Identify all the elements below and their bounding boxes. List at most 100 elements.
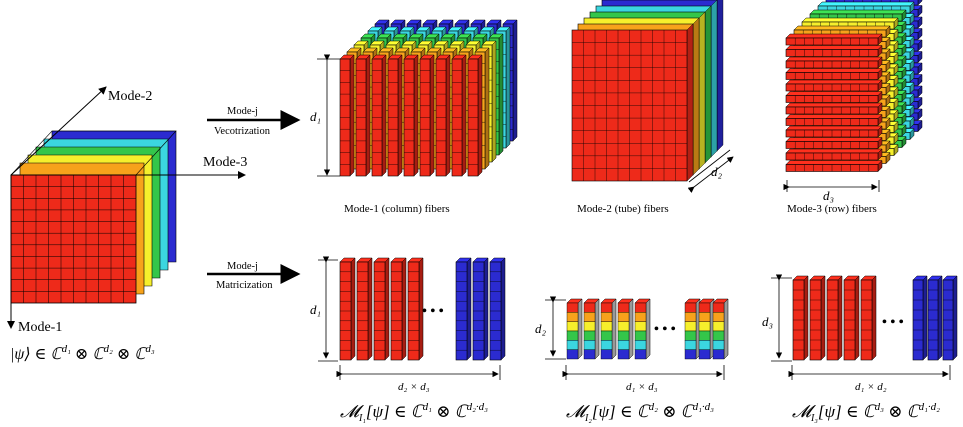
- fiber: [467, 54, 483, 177]
- tensor-formula: |ψ⟩ ∈ ℂd₁ ⊗ ℂd₂ ⊗ ℂd₃: [10, 343, 155, 363]
- tube-layer-side: [698, 11, 706, 170]
- fiber: [912, 275, 928, 361]
- fiber: [403, 54, 419, 177]
- fiber: [817, 1, 915, 14]
- fiber: [698, 298, 715, 360]
- fiber: [942, 275, 958, 361]
- mode2-label: Mode-2: [108, 89, 152, 104]
- mode1-caption: Mode-1 (column) fibers: [344, 203, 450, 215]
- mode3-d3-dimension: [783, 180, 880, 192]
- mode1-matricization: [339, 257, 506, 361]
- tube-layer-side: [704, 5, 712, 164]
- matricization-arrow: Mode-j Matricization: [207, 261, 301, 291]
- mode3-caption: Mode-3 (row) fibers: [787, 203, 877, 215]
- mode2-matricization: [566, 298, 729, 360]
- fiber: [472, 257, 489, 361]
- fiber: [419, 54, 435, 177]
- m3-formula: 𝓜I₃[ψ] ∈ ℂd₃ ⊗ ℂd₁·d₂: [792, 401, 940, 424]
- fiber: [785, 148, 883, 161]
- tensor-cube: [10, 130, 177, 304]
- mode1-d1-label: d₁: [310, 109, 321, 124]
- fiber: [339, 54, 355, 177]
- fiber: [489, 257, 506, 361]
- m3-width-label: d₁ × d₂: [855, 381, 887, 393]
- mode2-d2-label: d₂: [711, 164, 723, 179]
- mode3-d3-label: d₃: [823, 188, 834, 203]
- fiber: [860, 275, 877, 361]
- mode1-label: Mode-1: [18, 320, 62, 335]
- m1-formula: 𝓜I₁[ψ] ∈ ℂd₁ ⊗ ℂd₂·d₃: [340, 401, 488, 424]
- fiber: [356, 257, 373, 361]
- cube-grid: [10, 130, 177, 303]
- fiber: [435, 54, 451, 177]
- fiber: [339, 257, 356, 361]
- fiber: [371, 54, 387, 177]
- fiber: [785, 159, 883, 173]
- m2-width-dimension: [562, 365, 725, 380]
- fiber: [451, 54, 467, 177]
- tube-layer-side: [710, 0, 718, 158]
- fiber: [785, 113, 883, 127]
- matricization-arrow-top: Mode-j: [227, 261, 258, 272]
- fiber: [826, 275, 843, 361]
- mode3-matricization: [792, 275, 958, 361]
- mode3-fibers-block: [785, 0, 923, 173]
- m1-width-dimension: [336, 365, 501, 380]
- mode1-fibers-block: [339, 19, 518, 177]
- m2-ellipsis: • • •: [654, 322, 676, 337]
- m3-d3-dimension: [771, 274, 792, 362]
- vectorization-arrow: Mode-j Vecotrization: [207, 106, 301, 137]
- tube-layer-side: [692, 17, 700, 176]
- fiber: [843, 275, 860, 361]
- vectorization-arrow-bottom: Vecotrization: [214, 126, 271, 137]
- fiber: [355, 54, 371, 177]
- m3-width-dimension: [788, 365, 951, 380]
- mode2-d2-dimension: [687, 149, 734, 193]
- fiber: [792, 275, 809, 361]
- fiber: [407, 257, 424, 361]
- mode2-axis: [10, 86, 107, 176]
- m1-ellipsis: • • •: [422, 304, 444, 319]
- fiber: [927, 275, 943, 361]
- fiber: [809, 275, 826, 361]
- fiber: [566, 298, 583, 360]
- m2-formula: 𝓜I₂[ψ] ∈ ℂd₂ ⊗ ℂd₁·d₃: [566, 401, 714, 424]
- fiber: [600, 298, 617, 360]
- fiber: [455, 257, 472, 361]
- m1-width-label: d₂ × d₃: [398, 381, 430, 393]
- fiber: [390, 257, 407, 361]
- m3-d3-label: d₃: [762, 314, 773, 329]
- fiber: [684, 298, 701, 360]
- fiber: [785, 90, 883, 104]
- fiber: [785, 33, 883, 46]
- fiber: [785, 136, 883, 150]
- fiber: [785, 56, 883, 69]
- mode3-label: Mode-3: [203, 155, 247, 170]
- fiber: [712, 298, 729, 360]
- tube-layer-side: [686, 23, 694, 182]
- matricization-arrow-bottom: Matricization: [216, 280, 273, 291]
- m1-d1-dimension: [318, 256, 338, 362]
- mode1-d1-dimension: [317, 54, 340, 177]
- fiber: [793, 25, 891, 38]
- mode2-caption: Mode-2 (tube) fibers: [577, 203, 669, 215]
- mode-axes: [7, 86, 246, 329]
- tube-layer-side: [716, 0, 724, 152]
- fiber: [785, 125, 883, 138]
- fiber: [373, 257, 390, 361]
- fiber: [583, 298, 600, 360]
- fiber: [785, 79, 883, 92]
- fiber: [785, 44, 883, 58]
- m3-ellipsis: • • •: [882, 315, 904, 330]
- fiber: [387, 54, 403, 177]
- m2-d2-dimension: [545, 296, 566, 360]
- m2-width-label: d₁ × d₃: [626, 381, 658, 393]
- fiber: [617, 298, 634, 360]
- vectorization-arrow-top: Mode-j: [227, 106, 258, 117]
- fiber: [785, 67, 883, 81]
- m2-d2-label: d₂: [535, 321, 547, 336]
- fiber: [785, 102, 883, 115]
- mode2-fibers-block: [571, 0, 724, 182]
- fiber: [634, 298, 651, 360]
